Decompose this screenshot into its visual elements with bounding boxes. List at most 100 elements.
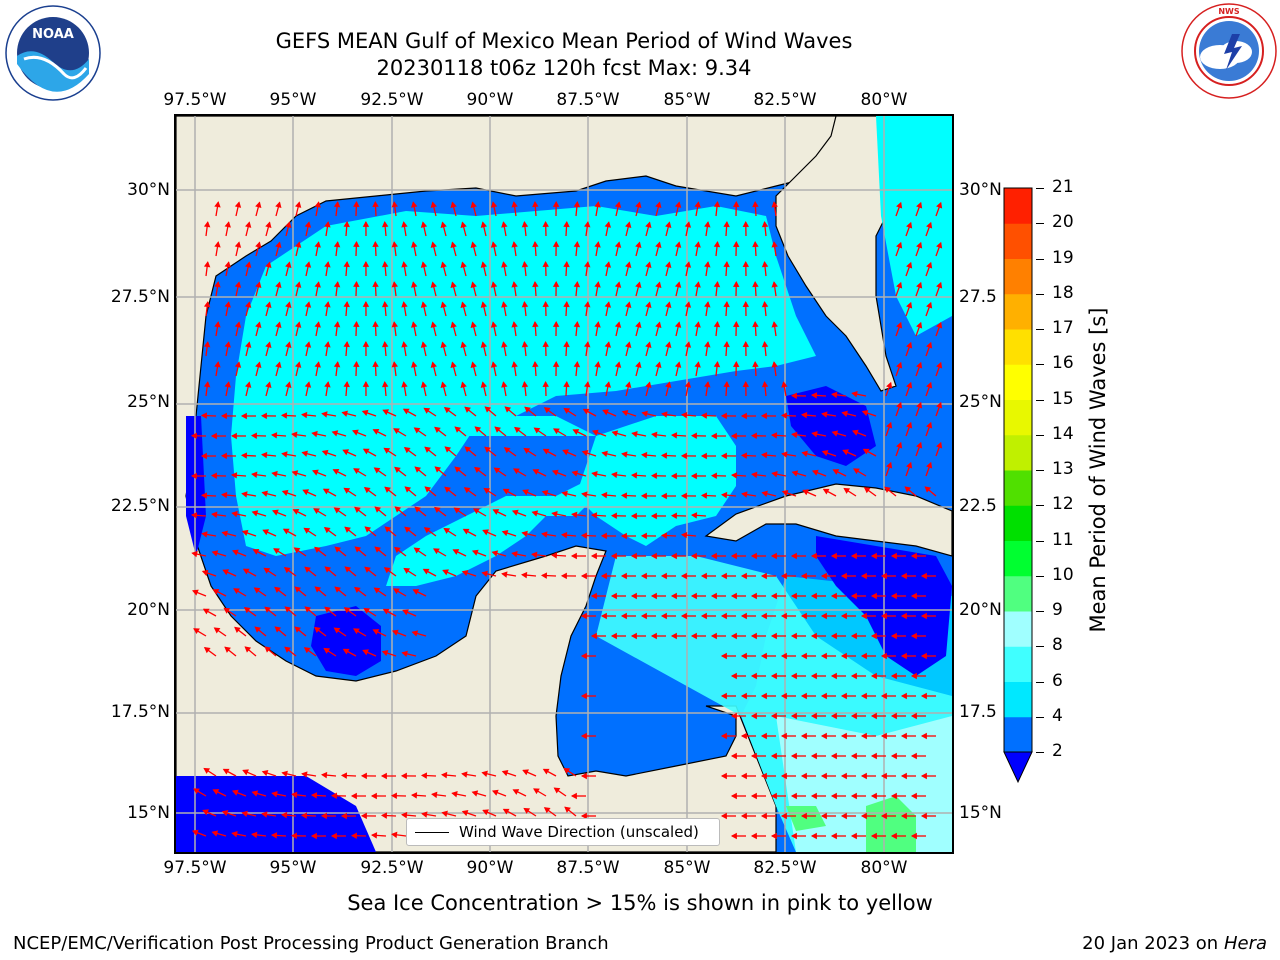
wave-arrow-head bbox=[720, 412, 727, 420]
wave-arrow-head bbox=[201, 531, 208, 538]
wave-arrow-head bbox=[551, 511, 558, 518]
wave-arrow-head bbox=[203, 341, 211, 348]
chart-title: GEFS MEAN Gulf of Mexico Mean Period of … bbox=[275, 29, 853, 53]
wave-arrow-head bbox=[620, 492, 628, 499]
colorbar-tick-label: 11 bbox=[1052, 529, 1074, 550]
wave-arrow-head bbox=[311, 430, 318, 438]
wave-arrow-head bbox=[222, 768, 230, 775]
wave-arrow-head bbox=[372, 360, 379, 368]
wave-arrow-head bbox=[880, 772, 887, 780]
wave-arrow-head bbox=[501, 530, 509, 537]
wave-arrow-head bbox=[640, 612, 647, 620]
wave-arrow-head bbox=[740, 812, 747, 820]
wave-arrow-head bbox=[482, 809, 489, 816]
wave-arrow-head bbox=[295, 241, 302, 248]
wave-arrow-head bbox=[614, 241, 622, 248]
wave-arrow-head bbox=[272, 509, 279, 516]
colorbar-tick-label: 14 bbox=[1052, 423, 1074, 444]
wave-arrow-head bbox=[490, 361, 498, 368]
wave-arrow-head bbox=[362, 220, 370, 227]
wave-arrow-head bbox=[690, 592, 697, 600]
wave-arrow-head bbox=[353, 360, 360, 368]
wave-arrow-head bbox=[271, 791, 278, 798]
lon-label: 90°W bbox=[466, 90, 514, 110]
wave-arrow-head bbox=[730, 432, 737, 440]
wave-arrow-head bbox=[863, 487, 871, 494]
wave-arrow-head bbox=[684, 341, 692, 348]
lat-label: 30°N bbox=[959, 180, 1002, 200]
wave-arrow-head bbox=[860, 772, 867, 780]
wave-arrow-head bbox=[314, 241, 321, 248]
wave-arrow-head bbox=[264, 646, 272, 653]
wave-arrow-head bbox=[451, 791, 458, 798]
wave-arrow-head bbox=[440, 261, 447, 269]
wave-arrow-head bbox=[381, 221, 389, 228]
wave-arrow-head bbox=[700, 412, 708, 419]
wave-arrow-head bbox=[723, 380, 730, 388]
wave-arrow-head bbox=[191, 829, 199, 836]
wave-arrow-head bbox=[214, 281, 221, 288]
wave-arrow-head bbox=[610, 592, 617, 600]
wave-arrow-head bbox=[580, 572, 587, 580]
wave-arrow-head bbox=[926, 221, 933, 229]
wave-arrow-head bbox=[561, 490, 568, 498]
wave-arrow-head bbox=[372, 280, 379, 288]
wave-arrow-head bbox=[265, 381, 272, 389]
wave-arrow-head bbox=[851, 391, 858, 398]
wave-arrow-head bbox=[364, 526, 372, 533]
wave-arrow-head bbox=[430, 241, 437, 248]
wave-arrow-head bbox=[234, 361, 242, 368]
wave-arrow-head bbox=[342, 449, 350, 456]
wave-arrow-head bbox=[314, 201, 321, 208]
wave-arrow-head bbox=[461, 771, 468, 778]
wave-arrow-head bbox=[660, 492, 667, 500]
wave-arrow-head bbox=[521, 381, 529, 388]
wave-arrow-head bbox=[255, 281, 262, 288]
colorbar-tick-label: 4 bbox=[1052, 705, 1063, 726]
wave-arrow-head bbox=[926, 381, 933, 389]
wave-arrow-head bbox=[372, 200, 379, 208]
wave-arrow-head bbox=[420, 772, 428, 779]
wave-arrow-head bbox=[501, 341, 508, 348]
wave-arrow-head bbox=[482, 529, 489, 536]
colorbar-tick bbox=[1036, 505, 1044, 507]
colorbar-tick bbox=[1036, 434, 1044, 436]
wave-arrow-head bbox=[552, 280, 560, 287]
colorbar-tick-label: 16 bbox=[1052, 353, 1074, 374]
lon-label: 82.5°W bbox=[753, 90, 817, 110]
wave-arrow-head bbox=[312, 469, 319, 476]
wave-arrow-head bbox=[304, 566, 311, 573]
wave-arrow-head bbox=[362, 649, 369, 656]
wave-arrow-head bbox=[411, 241, 418, 248]
wave-arrow-head bbox=[740, 692, 747, 700]
wave-arrow-head bbox=[650, 472, 657, 480]
wave-arrow-head bbox=[750, 752, 757, 760]
wave-arrow-head bbox=[635, 361, 642, 369]
wave-arrow-head bbox=[440, 301, 447, 309]
lat-label: 20°N bbox=[959, 600, 1002, 620]
wave-arrow-head bbox=[333, 201, 341, 208]
wave-arrow-head bbox=[291, 791, 298, 799]
wave-arrow-head bbox=[820, 812, 827, 820]
wave-arrow-head bbox=[680, 492, 687, 500]
lat-label: 22.5°N bbox=[110, 496, 170, 516]
wave-arrow-head bbox=[532, 360, 539, 368]
wave-arrow-head bbox=[331, 430, 339, 437]
colorbar-tick bbox=[1036, 681, 1044, 683]
lon-label: 87.5°W bbox=[556, 90, 620, 110]
lon-label: 85°W bbox=[663, 90, 711, 110]
wave-arrow-head bbox=[512, 789, 520, 795]
wave-arrow-head bbox=[420, 261, 428, 268]
wave-arrow-head bbox=[443, 407, 451, 414]
wave-arrow-head bbox=[594, 361, 601, 368]
wave-arrow-head bbox=[504, 406, 512, 413]
wave-arrow-head bbox=[460, 381, 467, 389]
wave-arrow-head bbox=[372, 240, 379, 248]
wave-arrow-head bbox=[730, 672, 737, 680]
wave-arrow-head bbox=[742, 260, 750, 267]
wave-arrow-head bbox=[750, 432, 757, 440]
lat-label: 20°N bbox=[127, 600, 170, 620]
wave-arrow-head bbox=[212, 789, 220, 795]
wave-arrow-head bbox=[283, 567, 291, 574]
wave-arrow-head bbox=[434, 466, 442, 473]
